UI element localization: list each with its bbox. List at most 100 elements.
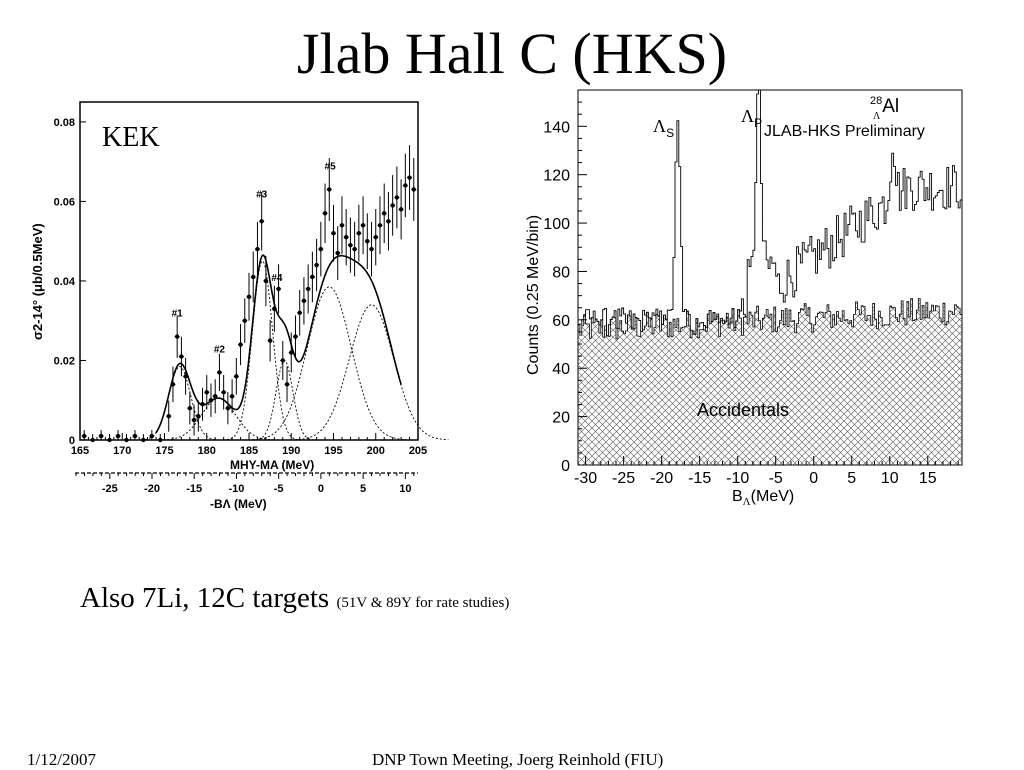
kek-data-point bbox=[225, 392, 231, 425]
kek-y-tick-label: 0.06 bbox=[54, 196, 75, 208]
hks-signal-histogram bbox=[578, 90, 962, 337]
kek-x2-tick-label: 0 bbox=[318, 483, 324, 495]
hks-y-tick-label: 60 bbox=[552, 313, 570, 330]
peak-label-lambda-s-sub: S bbox=[666, 126, 674, 140]
kek-data-point bbox=[200, 387, 206, 421]
hks-x-tick-label: -30 bbox=[574, 470, 597, 487]
kek-data-point bbox=[242, 298, 248, 343]
kek-fit-component bbox=[141, 366, 219, 441]
kek-peak-label: #4 bbox=[271, 273, 283, 284]
kek-x2-axis-label: -BΛ (MeV) bbox=[210, 497, 267, 511]
kek-data-point bbox=[263, 255, 269, 306]
kek-x-tick-label: 205 bbox=[409, 445, 427, 457]
targets-note: Also 7Li, 12C targets (51V & 89Y for rat… bbox=[80, 582, 509, 615]
kek-x2-tick-label: -20 bbox=[144, 483, 160, 495]
kek-y-tick-label: 0 bbox=[69, 435, 75, 447]
kek-data-point bbox=[191, 404, 197, 436]
kek-data-point bbox=[394, 166, 400, 229]
kek-data-point bbox=[356, 204, 362, 262]
kek-x2-tick-label: -10 bbox=[228, 483, 244, 495]
hks-x-tick-label: -5 bbox=[769, 470, 783, 487]
kek-data-point bbox=[195, 400, 201, 432]
kek-data-point bbox=[271, 285, 277, 332]
hks-x-axis-label-unit: (MeV) bbox=[751, 488, 795, 505]
hks-x-axis-label-sub: Λ bbox=[743, 496, 751, 508]
kek-fit-component bbox=[294, 304, 449, 441]
kek-peak-label: #1 bbox=[172, 309, 184, 320]
hks-x-tick-label: -15 bbox=[688, 470, 711, 487]
kek-data-point bbox=[229, 379, 235, 414]
kek-data-point bbox=[81, 430, 87, 440]
kek-data-point bbox=[204, 375, 210, 410]
kek-data-point bbox=[314, 238, 320, 292]
kek-data-point bbox=[284, 366, 290, 403]
kek-data-point bbox=[166, 400, 172, 432]
kek-x-axis-label: MHY-MA (MeV) bbox=[230, 458, 314, 472]
kek-data-point bbox=[233, 358, 239, 395]
kek-data-point bbox=[373, 209, 379, 266]
kek-x-tick-label: 195 bbox=[324, 445, 342, 457]
hks-x-tick-label: 15 bbox=[919, 470, 937, 487]
kek-x-tick-label: 180 bbox=[198, 445, 216, 457]
targets-note-small: (51V & 89Y for rate studies) bbox=[336, 595, 510, 611]
kek-data-point bbox=[238, 323, 244, 366]
peak-label-lambda-p: ΛP bbox=[741, 106, 762, 130]
kek-peak-label: #5 bbox=[325, 162, 337, 173]
hks-title: JLAB-HKS Preliminary bbox=[764, 123, 925, 140]
kek-data-point bbox=[347, 217, 353, 273]
kek-data-point bbox=[212, 379, 218, 414]
hks-y-tick-label: 0 bbox=[561, 458, 570, 475]
footer-center: DNP Town Meeting, Joerg Reinhold (FIU) bbox=[372, 750, 664, 769]
kek-y-tick-label: 0.02 bbox=[54, 355, 75, 367]
kek-data-point bbox=[288, 332, 294, 373]
hks-x-tick-label: 10 bbox=[881, 470, 899, 487]
hks-y-tick-label: 120 bbox=[543, 168, 570, 185]
kek-data-point bbox=[259, 192, 265, 251]
hks-y-tick-label: 40 bbox=[552, 361, 570, 378]
hks-y-tick-label: 100 bbox=[543, 216, 570, 233]
kek-x2-tick-label: 10 bbox=[399, 483, 411, 495]
kek-data-point bbox=[326, 158, 332, 221]
footer-date: 1/12/2007 bbox=[27, 750, 96, 769]
kek-x-tick-label: 175 bbox=[155, 445, 173, 457]
kek-data-point bbox=[170, 366, 176, 403]
kek-data-point bbox=[276, 264, 282, 314]
kek-peak-label: #3 bbox=[256, 189, 268, 200]
hks-target-lambda: Λ bbox=[873, 111, 881, 122]
kek-y-tick-label: 0.08 bbox=[54, 117, 75, 129]
kek-data-point bbox=[90, 434, 96, 443]
kek-data-point bbox=[322, 183, 328, 244]
kek-data-point bbox=[292, 315, 298, 358]
accidentals-region bbox=[578, 298, 962, 465]
kek-data-point bbox=[309, 251, 315, 303]
kek-data-point bbox=[187, 392, 193, 425]
kek-data-point bbox=[132, 430, 138, 440]
kek-x-tick-label: 170 bbox=[113, 445, 131, 457]
kek-x-tick-label: 190 bbox=[282, 445, 300, 457]
accidentals-label: Accidentals bbox=[697, 400, 789, 420]
hks-y-tick-label: 20 bbox=[552, 410, 570, 427]
kek-data-point bbox=[149, 430, 155, 440]
kek-x2-tick-label: -5 bbox=[274, 483, 284, 495]
kek-data-point bbox=[407, 145, 413, 210]
kek-data-point bbox=[331, 204, 336, 262]
kek-data-point bbox=[381, 183, 387, 244]
kek-data-point bbox=[369, 221, 375, 277]
kek-fit-component bbox=[226, 260, 299, 441]
hks-x-tick-label: 5 bbox=[847, 470, 856, 487]
kek-fit-component bbox=[159, 397, 278, 441]
kek-x-tick-label: 185 bbox=[240, 445, 258, 457]
kek-data-point bbox=[335, 226, 341, 281]
kek-data-point bbox=[246, 272, 252, 321]
kek-data-point bbox=[107, 434, 113, 443]
peak-label-lambda-p-sub: P bbox=[754, 116, 762, 130]
hks-x-tick-label: -25 bbox=[612, 470, 635, 487]
kek-data-point bbox=[178, 336, 184, 377]
kek-data-point bbox=[157, 434, 163, 443]
kek-fit-component bbox=[252, 286, 407, 441]
kek-data-point bbox=[297, 289, 303, 336]
hks-chart: 0 20 40 60 80 100 120 140 -30 -25 -20 -15 -10 -5 0 5 10… bbox=[525, 89, 963, 508]
kek-y-tick-label: 0.04 bbox=[54, 276, 76, 288]
kek-data-point bbox=[411, 158, 417, 221]
kek-y-axis-label: σ2-14° (μb/0.5MeV) bbox=[30, 223, 45, 340]
